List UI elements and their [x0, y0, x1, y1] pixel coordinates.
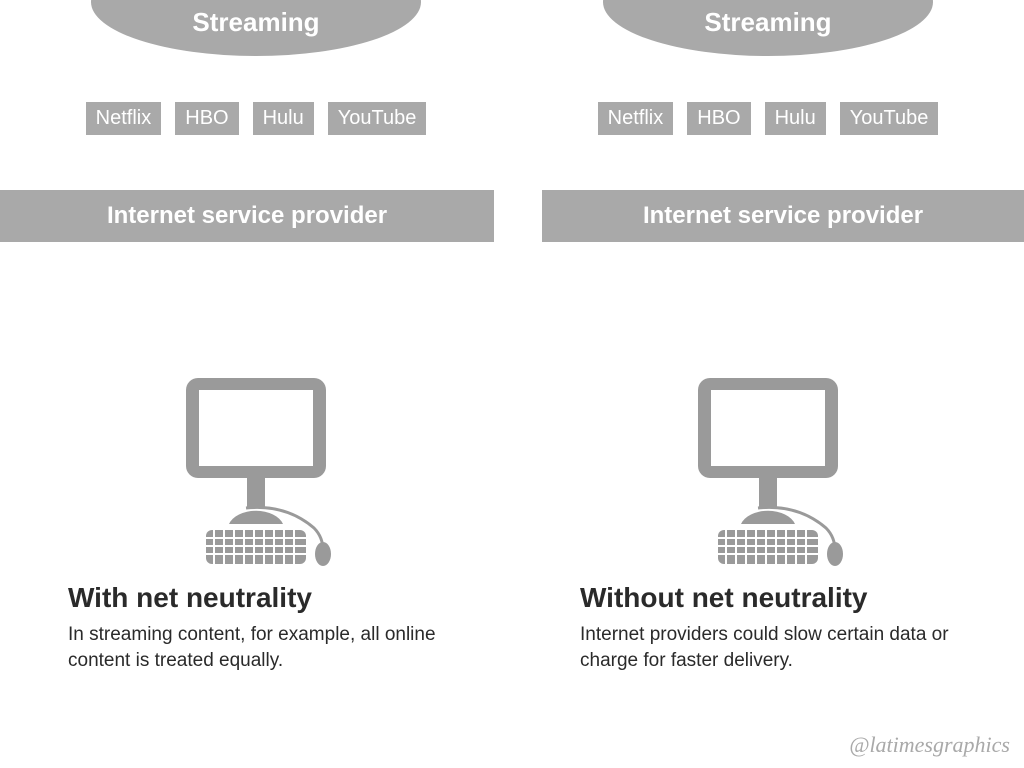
cloud-left: Streaming [91, 0, 421, 56]
computer-icon-right [638, 370, 898, 570]
isp-box-left: Internet service provider [0, 190, 494, 242]
service-box: YouTube [328, 102, 427, 135]
left-title: With net neutrality [0, 582, 512, 614]
service-box: YouTube [840, 102, 939, 135]
cloud-label: Streaming [192, 7, 319, 38]
service-box: Hulu [765, 102, 826, 135]
service-box: Hulu [253, 102, 314, 135]
service-box: HBO [687, 102, 750, 135]
infographic-columns: Streaming Netflix HBO Hulu YouTube Inter… [0, 0, 1024, 768]
computer-icon [151, 370, 361, 570]
right-title: Without net neutrality [512, 582, 1024, 614]
isp-box-right: Internet service provider [542, 190, 1024, 242]
right-column: Streaming Netflix HBO Hulu YouTube Inter… [512, 0, 1024, 768]
cloud-label: Streaming [704, 7, 831, 38]
computer-icon [663, 370, 873, 570]
service-box: Netflix [86, 102, 162, 135]
computer-icon-left [126, 370, 386, 570]
service-box: Netflix [598, 102, 674, 135]
right-desc: Internet providers could slow certain da… [512, 622, 1024, 673]
left-column: Streaming Netflix HBO Hulu YouTube Inter… [0, 0, 512, 768]
services-row-left: Netflix HBO Hulu YouTube [18, 102, 494, 135]
cloud-right: Streaming [603, 0, 933, 56]
credit-text: @latimesgraphics [849, 732, 1010, 758]
service-box: HBO [175, 102, 238, 135]
left-desc: In streaming content, for example, all o… [0, 622, 512, 673]
services-row-right: Netflix HBO Hulu YouTube [530, 102, 1006, 135]
